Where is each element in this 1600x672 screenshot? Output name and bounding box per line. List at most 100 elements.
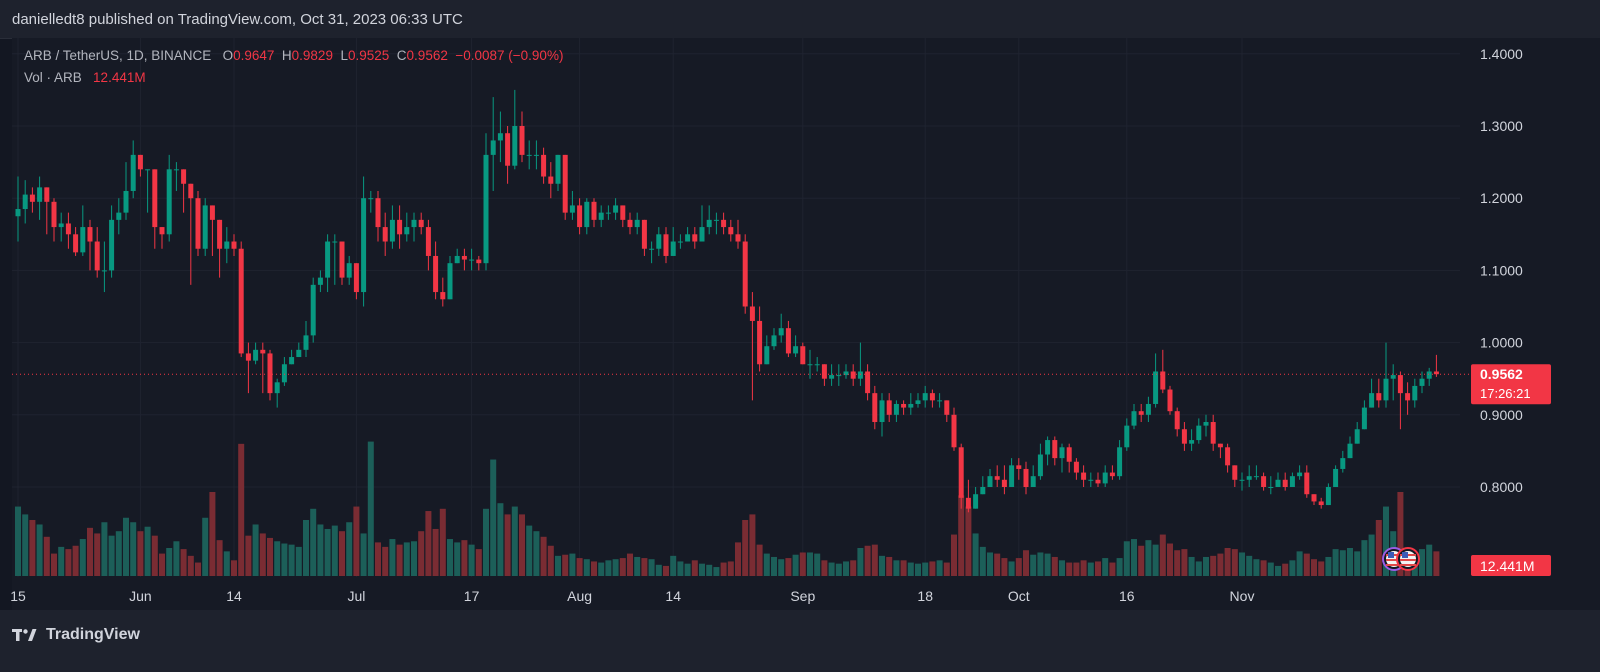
candle-body[interactable] xyxy=(555,154,561,184)
candle-body[interactable] xyxy=(627,219,633,228)
candle-body[interactable] xyxy=(404,227,410,235)
candle-body[interactable] xyxy=(1419,378,1425,386)
candle-body[interactable] xyxy=(814,364,820,366)
candle-body[interactable] xyxy=(1066,447,1072,462)
candle-body[interactable] xyxy=(886,400,892,415)
candle-body[interactable] xyxy=(965,497,971,509)
candle-body[interactable] xyxy=(764,346,770,365)
candle-body[interactable] xyxy=(37,187,43,202)
candle-body[interactable] xyxy=(526,154,532,156)
candle-body[interactable] xyxy=(65,223,71,235)
candle-body[interactable] xyxy=(829,375,835,379)
candle-body[interactable] xyxy=(706,219,712,228)
tradingview-brand[interactable]: TradingView xyxy=(12,626,140,644)
candle-body[interactable] xyxy=(253,349,259,361)
candle-body[interactable] xyxy=(1052,440,1058,459)
candle-body[interactable] xyxy=(1016,465,1022,469)
candle-body[interactable] xyxy=(116,212,122,220)
candle-body[interactable] xyxy=(173,169,179,171)
candle-body[interactable] xyxy=(1268,487,1274,488)
candle-body[interactable] xyxy=(1275,479,1281,487)
candle-body[interactable] xyxy=(1117,447,1123,477)
candle-body[interactable] xyxy=(1037,454,1043,477)
candle-body[interactable] xyxy=(1261,476,1267,487)
candle-body[interactable] xyxy=(1354,429,1360,444)
candle-body[interactable] xyxy=(1390,375,1396,379)
candle-body[interactable] xyxy=(1426,371,1432,379)
candle-body[interactable] xyxy=(332,241,338,243)
candle-body[interactable] xyxy=(577,205,583,228)
candle-body[interactable] xyxy=(865,371,871,394)
candle-body[interactable] xyxy=(1297,472,1303,477)
candle-body[interactable] xyxy=(958,447,964,498)
candle-body[interactable] xyxy=(1412,385,1418,401)
candle-body[interactable] xyxy=(461,255,467,260)
candle-body[interactable] xyxy=(908,403,914,408)
candle-body[interactable] xyxy=(1383,378,1389,401)
candle-body[interactable] xyxy=(634,219,640,228)
candle-body[interactable] xyxy=(692,234,698,242)
candle-body[interactable] xyxy=(1181,429,1187,444)
candle-body[interactable] xyxy=(389,219,395,242)
candle-body[interactable] xyxy=(944,400,950,415)
candle-body[interactable] xyxy=(195,198,201,249)
candle-body[interactable] xyxy=(1347,443,1353,459)
candle-body[interactable] xyxy=(857,371,863,379)
candle-body[interactable] xyxy=(361,198,367,293)
candle-body[interactable] xyxy=(584,201,590,228)
candle-body[interactable] xyxy=(58,223,64,228)
candle-body[interactable] xyxy=(152,169,158,228)
candle-body[interactable] xyxy=(418,219,424,228)
candle-body[interactable] xyxy=(454,255,460,264)
price-badge[interactable] xyxy=(1471,364,1551,405)
candle-body[interactable] xyxy=(145,169,151,171)
candle-body[interactable] xyxy=(821,364,827,379)
candle-body[interactable] xyxy=(231,241,237,249)
candle-body[interactable] xyxy=(1253,476,1259,478)
candle-body[interactable] xyxy=(713,219,719,221)
candle-body[interactable] xyxy=(1174,411,1180,430)
candle-body[interactable] xyxy=(699,227,705,242)
candle-body[interactable] xyxy=(447,263,453,300)
candle-body[interactable] xyxy=(29,194,35,202)
symbol-label[interactable]: ARB / TetherUS, 1D, BINANCE xyxy=(24,48,212,63)
candle-body[interactable] xyxy=(325,241,331,278)
candle-body[interactable] xyxy=(1095,479,1101,484)
candle-body[interactable] xyxy=(1196,425,1202,441)
candle-body[interactable] xyxy=(15,209,21,217)
candle-body[interactable] xyxy=(901,403,907,408)
candle-body[interactable] xyxy=(73,234,79,253)
candle-body[interactable] xyxy=(224,241,230,249)
candle-body[interactable] xyxy=(656,234,662,249)
candle-body[interactable] xyxy=(260,349,266,354)
candle-body[interactable] xyxy=(101,270,107,272)
candle-body[interactable] xyxy=(22,194,28,210)
candle-body[interactable] xyxy=(1045,440,1051,455)
candle-body[interactable] xyxy=(973,494,979,509)
candle-body[interactable] xyxy=(281,364,287,383)
candle-body[interactable] xyxy=(109,219,115,271)
candle-body[interactable] xyxy=(994,476,1000,480)
volume-badge[interactable] xyxy=(1471,555,1551,576)
chart-panel[interactable] xyxy=(12,38,1600,610)
candle-body[interactable] xyxy=(685,234,691,242)
candle-body[interactable] xyxy=(836,375,842,377)
candle-body[interactable] xyxy=(267,353,273,394)
candle-body[interactable] xyxy=(1073,461,1079,473)
candle-body[interactable] xyxy=(1217,443,1223,448)
candle-body[interactable] xyxy=(980,487,986,495)
candle-body[interactable] xyxy=(1333,468,1339,487)
candle-body[interactable] xyxy=(130,154,136,191)
candle-body[interactable] xyxy=(80,227,86,253)
candle-body[interactable] xyxy=(51,201,57,228)
candle-body[interactable] xyxy=(512,126,518,166)
candle-body[interactable] xyxy=(497,133,503,141)
candle-body[interactable] xyxy=(879,400,885,423)
candle-body[interactable] xyxy=(238,248,244,354)
candle-body[interactable] xyxy=(505,133,511,166)
candle-body[interactable] xyxy=(1318,501,1324,506)
candle-body[interactable] xyxy=(793,346,799,354)
candle-body[interactable] xyxy=(649,248,655,250)
candle-body[interactable] xyxy=(1124,425,1130,448)
candle-body[interactable] xyxy=(620,205,626,220)
